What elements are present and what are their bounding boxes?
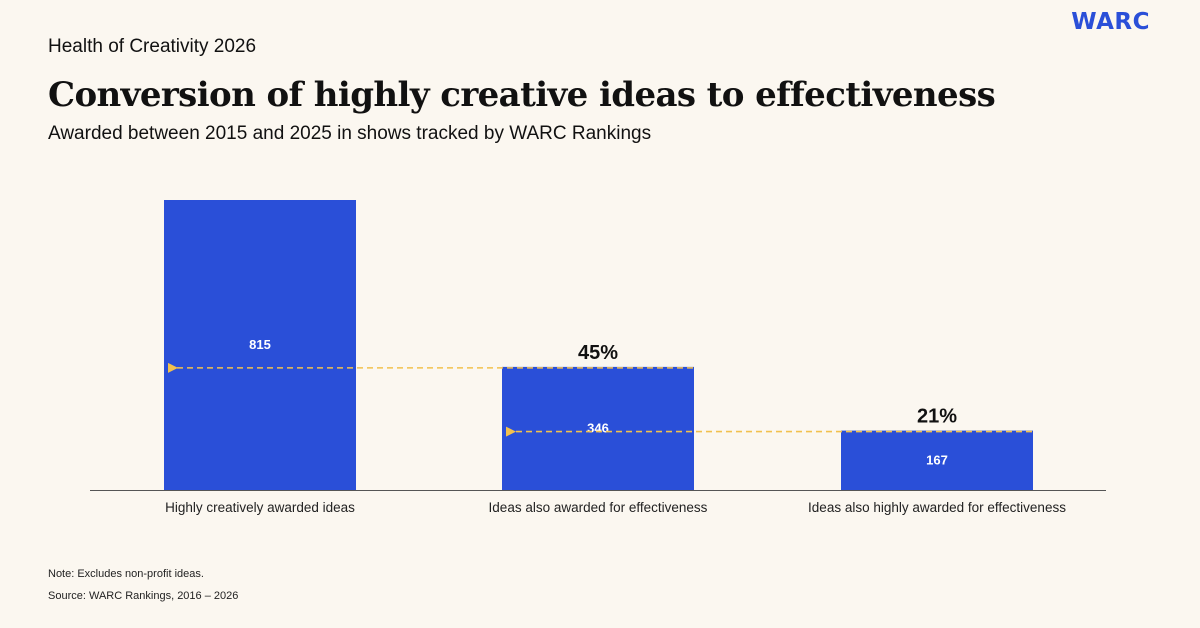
footnote: Note: Excludes non-profit ideas. [48,568,204,580]
chart-title: Conversion of highly creative ideas to e… [48,75,996,115]
conversion-rate-label: 45% [578,342,618,364]
bar-1 [164,200,356,490]
report-eyebrow: Health of Creativity 2026 [48,36,257,57]
bar-value-label: 346 [587,420,609,435]
brand-logo: WARC [1071,9,1150,35]
category-label: Ideas also highly awarded for effectiven… [808,500,1066,515]
chart-subtitle: Awarded between 2015 and 2025 in shows t… [48,123,652,144]
category-label: Ideas also awarded for effectiveness [489,500,708,515]
bar-3 [841,430,1033,490]
bar-value-label: 815 [249,337,271,352]
source-note: Source: WARC Rankings, 2016 – 2026 [48,590,239,602]
conversion-rate-label: 21% [917,406,957,428]
category-label: Highly creatively awarded ideas [165,500,355,515]
bar-2 [502,366,694,490]
bar-value-label: 167 [926,452,948,467]
